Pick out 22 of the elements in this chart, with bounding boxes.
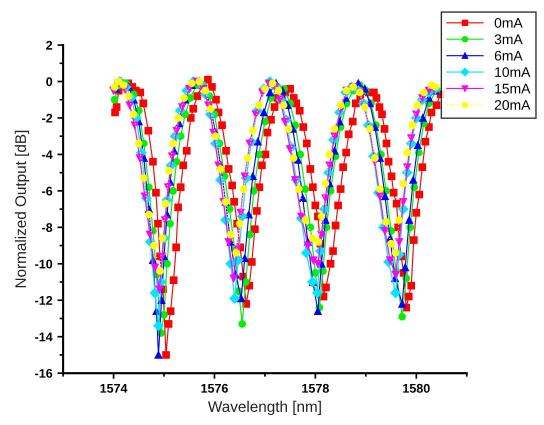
y-tick-label: 0	[46, 77, 52, 86]
x-tick-label: 1574	[100, 384, 128, 393]
x-tick-label: 1578	[302, 384, 329, 393]
legend-label: 10mA	[495, 67, 530, 78]
y-tick-label: -8	[42, 223, 52, 232]
x-tick-label: 1576	[201, 384, 228, 393]
y-tick-label: -12	[35, 296, 52, 305]
y-tick-label: -4	[42, 150, 53, 159]
x-axis-title: Wavelength [nm]	[208, 400, 321, 416]
legend-label: 15mA	[495, 84, 530, 94]
y-axis-title: Normalized Output [dB]	[14, 130, 30, 288]
legend-label: 0mA	[494, 18, 523, 28]
legend-label: 20mA	[494, 100, 530, 110]
x-tick-label: 1580	[403, 384, 430, 393]
legend-label: 6mA	[494, 50, 523, 61]
legend-label: 3mA	[494, 34, 523, 44]
y-tick-label: -16	[35, 368, 52, 378]
y-tick-label: -2	[42, 114, 52, 122]
y-tick-label: -10	[35, 260, 52, 268]
y-tick-label: -14	[35, 332, 53, 342]
y-tick-label: 2	[46, 40, 52, 50]
y-tick-label: -6	[42, 186, 52, 196]
